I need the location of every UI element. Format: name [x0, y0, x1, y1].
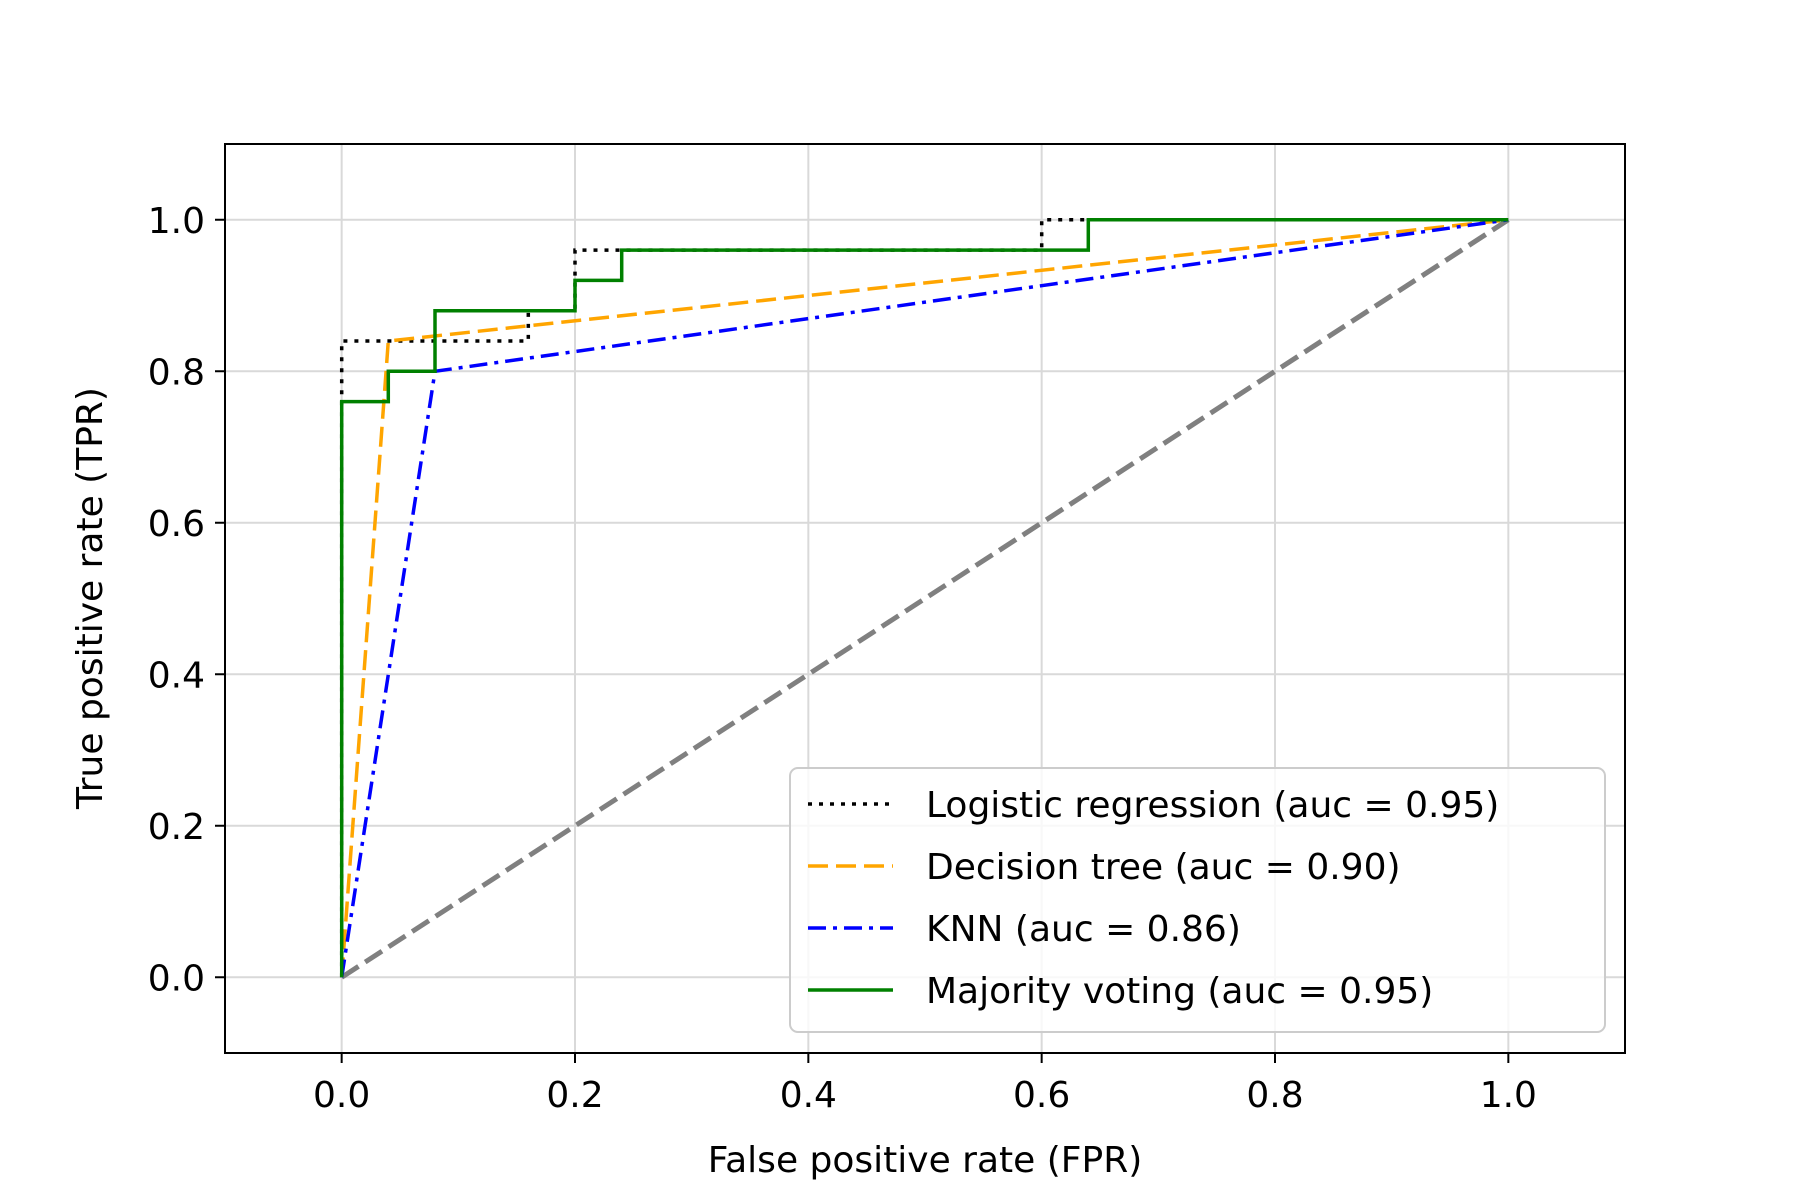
y-tick-label: 0.4: [148, 655, 205, 696]
series-line-majority-voting: [339, 218, 1509, 978]
legend-label-decision-tree: Decision tree (auc = 0.90): [926, 847, 1401, 888]
legend-label-knn: KNN (auc = 0.86): [926, 909, 1241, 950]
plot-frame: [224, 143, 1626, 1054]
y-tick-label: 0.6: [148, 504, 205, 545]
x-tick-label: 0.2: [546, 1075, 603, 1116]
legend-label-logistic-regression: Logistic regression (auc = 0.95): [926, 785, 1499, 826]
y-tick-label: 0.2: [148, 807, 205, 848]
x-tick-label: 0.0: [313, 1075, 370, 1116]
y-tick-label: 0.8: [148, 352, 205, 393]
ticks: 0.0 0.2 0.4 0.6 0.8 1.0 0.0 0.2 0.4 0.6 0.8 1.0: [148, 201, 1537, 1116]
series-layer: [339, 217, 1510, 980]
series-line-logistic-regression: [339, 218, 1509, 978]
y-tick-label: 1.0: [148, 201, 205, 242]
y-tick-label: 0.0: [148, 958, 205, 999]
series-line-decision-tree: [339, 218, 1509, 978]
legend-label-majority-voting: Majority voting (auc = 0.95): [926, 971, 1433, 1012]
x-tick-label: 0.4: [780, 1075, 837, 1116]
x-tick-label: 0.8: [1246, 1075, 1303, 1116]
legend-box: [789, 767, 1606, 1033]
x-tick-label: 1.0: [1480, 1075, 1537, 1116]
x-tick-label: 0.6: [1013, 1075, 1070, 1116]
x-axis-label: False positive rate (FPR): [708, 1140, 1143, 1181]
grid: [225, 144, 1625, 1053]
y-axis-label: True positive rate (TPR): [70, 387, 111, 810]
legend: Logistic regression (auc = 0.95) Decision…: [789, 767, 1606, 1033]
diagonal-reference-line: [340, 217, 1510, 980]
